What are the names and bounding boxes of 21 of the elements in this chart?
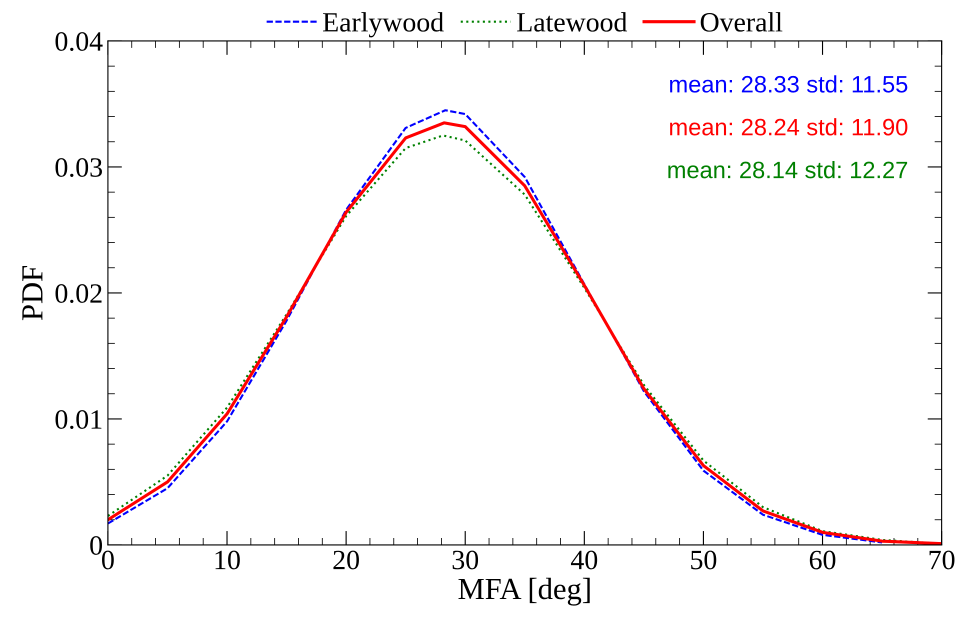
annotation: mean: 28.14 std: 12.27 — [668, 160, 908, 178]
y-axis-title: PDF — [22, 266, 42, 320]
x-axis-title: MFA [deg] — [458, 578, 590, 606]
legend-label: Earlywood — [323, 12, 444, 38]
y-tick-label: 0.02 — [56, 284, 102, 303]
y-tick-label: 0 — [90, 536, 102, 555]
x-tick-label: 60 — [810, 550, 836, 570]
x-tick-label: 10 — [216, 550, 240, 570]
x-tick-label: 0 — [102, 550, 114, 570]
annotation: mean: 28.33 std: 11.55 — [670, 75, 908, 93]
annotation: mean: 28.24 std: 11.90 — [670, 118, 908, 136]
y-tick-label: 0.03 — [56, 158, 102, 177]
y-tick-label: 0.04 — [56, 32, 103, 51]
x-tick-label: 70 — [930, 550, 954, 570]
legend-label: Overall — [700, 12, 782, 32]
legend-label: Latewood — [517, 12, 628, 32]
x-tick-label: 50 — [691, 550, 716, 570]
x-tick-label: 40 — [570, 550, 598, 570]
y-tick-label: 0.01 — [56, 410, 102, 429]
x-tick-label: 20 — [333, 550, 359, 570]
x-tick-label: 30 — [452, 550, 478, 570]
